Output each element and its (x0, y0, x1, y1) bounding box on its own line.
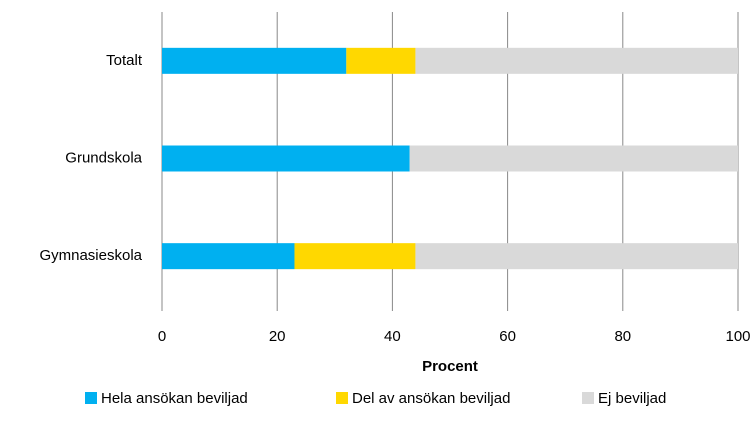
legend-swatch (582, 392, 594, 404)
y-tick-label: Gymnasieskola (39, 247, 142, 264)
x-tick-label: 100 (725, 328, 750, 345)
y-tick-label: Grundskola (65, 149, 142, 166)
legend-swatch (85, 392, 97, 404)
x-tick-label: 0 (158, 328, 166, 345)
bar-segment (415, 243, 738, 270)
y-tick-label: Totalt (106, 52, 143, 69)
x-axis-label: Procent (422, 358, 478, 375)
bar-segment (162, 145, 410, 172)
bar-segment (162, 243, 295, 270)
legend-label: Del av ansökan beviljad (352, 390, 510, 407)
x-tick-label: 20 (269, 328, 286, 345)
bar-segment (162, 47, 347, 74)
legend-label: Ej beviljad (598, 390, 666, 407)
bar-segment (415, 47, 738, 74)
x-tick-label: 80 (614, 328, 631, 345)
x-tick-label: 60 (499, 328, 516, 345)
bar-segment (346, 47, 416, 74)
legend-swatch (336, 392, 348, 404)
bar-segment (409, 145, 738, 172)
legend-label: Hela ansökan beviljad (101, 390, 248, 407)
x-tick-label: 40 (384, 328, 401, 345)
bar-segment (294, 243, 416, 270)
